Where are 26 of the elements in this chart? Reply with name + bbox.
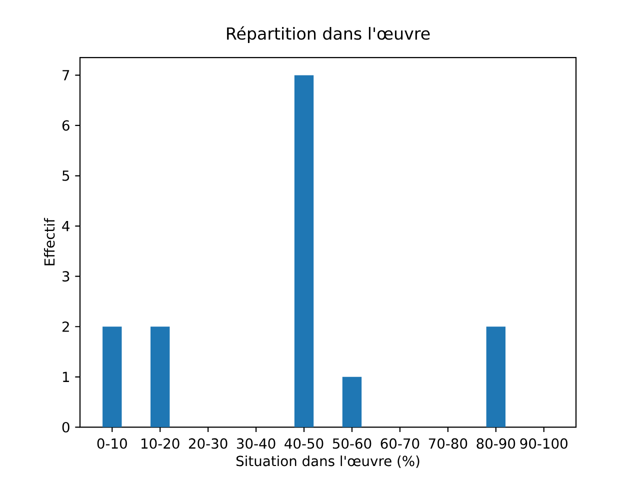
chart-title: Répartition dans l'œuvre (227, 26, 430, 44)
y-tick-label: 6 (62, 120, 70, 131)
x-tick-label: 80-90 (476, 438, 516, 449)
y-tick-label: 5 (62, 170, 70, 181)
x-tick-label: 40-50 (284, 438, 324, 449)
y-axis-title: Effectif (44, 218, 55, 266)
bar (150, 326, 170, 428)
y-tick-label: 7 (62, 70, 70, 80)
y-tick-label: 4 (62, 221, 70, 232)
y-tick-label: 3 (62, 271, 70, 282)
bar (102, 326, 122, 428)
x-tick-label: 70-80 (428, 438, 468, 449)
x-tick-label: 90-100 (520, 438, 568, 449)
bar (486, 326, 506, 428)
bar (342, 376, 362, 428)
x-tick-label: 20-30 (188, 438, 228, 449)
x-tick-label: 0-10 (97, 438, 127, 449)
x-tick-label: 60-70 (380, 438, 420, 449)
y-tick-label: 1 (62, 372, 69, 382)
y-tick-label: 2 (62, 321, 69, 332)
y-tick-label: 0 (62, 422, 70, 432)
bar (294, 75, 314, 428)
x-tick-label: 10-20 (142, 438, 180, 449)
x-axis-title: Situation dans l'œuvre (%) (236, 456, 420, 468)
x-tick-label: 50-60 (332, 438, 372, 449)
x-tick-label: 30-40 (237, 438, 276, 449)
